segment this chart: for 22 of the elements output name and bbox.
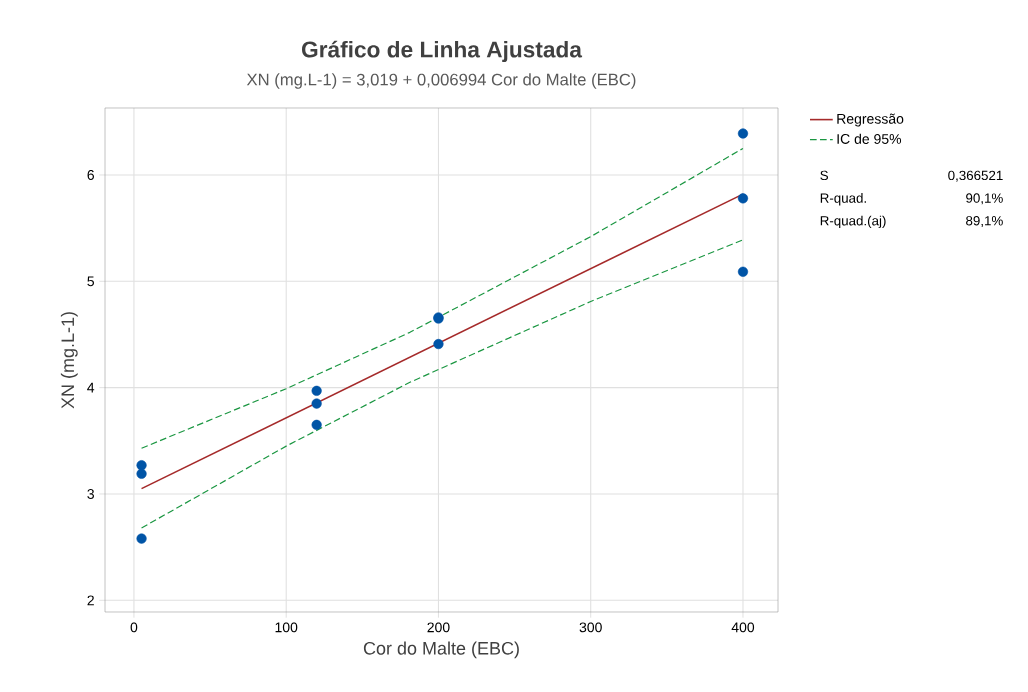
x-tick-label: 0 <box>130 622 138 633</box>
y-tick-label: 2 <box>87 595 94 606</box>
text: S <box>820 170 828 181</box>
x-tick-label: 200 <box>427 622 450 633</box>
x-tick-label: 300 <box>579 622 602 633</box>
text: 89,1% <box>966 216 1003 228</box>
text: R-quad.(aj) <box>820 215 886 229</box>
x-axis-title: Cor do Malte (EBC) <box>363 641 519 659</box>
y-tick-label: 6 <box>87 170 94 180</box>
y-tick-label: 4 <box>87 382 95 393</box>
text: R-quad. <box>820 192 866 206</box>
y-tick-label: 5 <box>87 276 95 287</box>
x-tick-label: 400 <box>731 622 755 633</box>
y-tick-label: 3 <box>87 489 94 499</box>
chart-title: Gráfico de Linha Ajustada <box>301 40 583 63</box>
chart-subtitle: XN (mg.L-1) = 3,019 + 0,006994 Cor do Malte (EBC) <box>246 73 636 89</box>
y-axis-title: XN (mg.L-1) <box>60 312 78 409</box>
legend-label: IC de 95% <box>837 133 902 144</box>
legend-label: Regressão <box>837 113 904 127</box>
x-tick-label: 100 <box>275 622 298 633</box>
text: 0,366521 <box>948 170 1003 182</box>
text: 90,1% <box>966 193 1003 205</box>
